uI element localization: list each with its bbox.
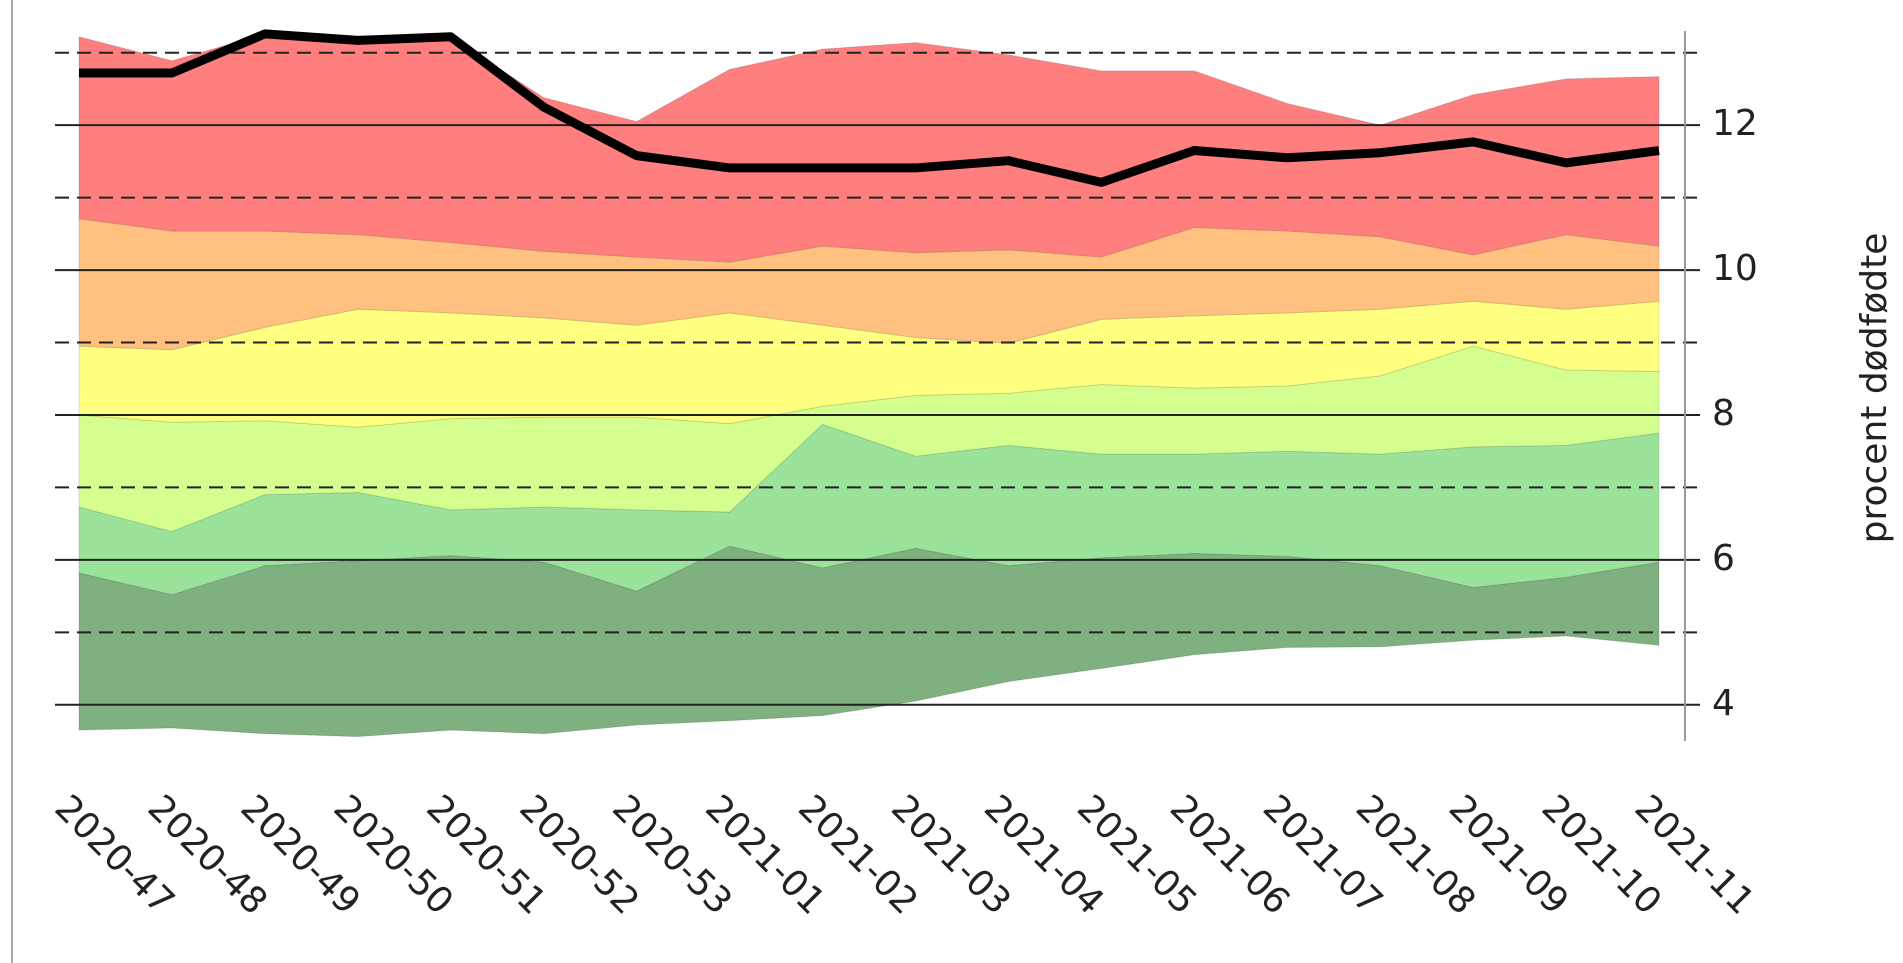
- y-tick-label: 4: [1712, 683, 1735, 724]
- y-tick-label: 10: [1712, 248, 1758, 289]
- band-area: [78, 33, 1660, 263]
- line: [79, 29, 1660, 187]
- y-axis-label: procent dødfødte: [1854, 233, 1895, 544]
- y-tick-label: 8: [1712, 393, 1735, 434]
- y-tick-label: 12: [1712, 103, 1758, 144]
- y-tick-label: 6: [1712, 538, 1735, 579]
